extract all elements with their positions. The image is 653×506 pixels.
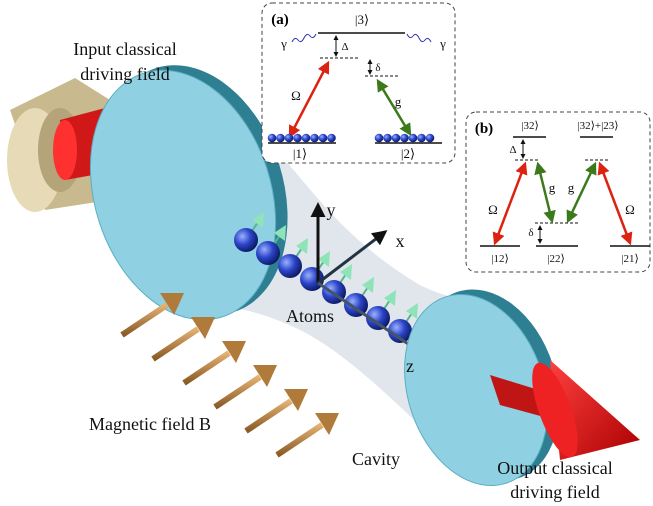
atom	[301, 133, 311, 143]
atom	[293, 133, 302, 143]
axis-label: y	[327, 200, 336, 220]
magnetic-arrows	[120, 293, 339, 458]
symbol: δ	[375, 62, 380, 74]
output-head-base	[532, 362, 578, 458]
symbol: g	[395, 94, 402, 109]
symbol: Ω	[488, 202, 498, 217]
pump-arrow	[597, 161, 633, 246]
label: Output classical	[497, 458, 612, 478]
label: driving field	[510, 482, 599, 502]
b-arrow-shaft	[275, 422, 324, 458]
decay	[406, 33, 432, 43]
mirror-face	[89, 69, 277, 321]
panel-b: (b) |32⟩ |32⟩+|23⟩ Δ δ Ω g g Ω |12⟩ |22⟩…	[465, 111, 651, 273]
symbol: γ	[439, 36, 446, 51]
atom	[417, 133, 426, 143]
atom	[388, 319, 412, 343]
spin-arrow-head	[274, 225, 286, 241]
spin-arrow-head	[252, 212, 264, 228]
pump-arrow	[288, 60, 330, 139]
atom	[391, 133, 401, 143]
atom	[400, 133, 409, 143]
b-arrow-shaft	[213, 374, 262, 410]
b-arrow-head	[315, 413, 339, 435]
coupling-arrow	[376, 78, 412, 137]
atom	[256, 241, 280, 265]
pump-arrow	[492, 161, 528, 246]
output-beam	[490, 360, 640, 460]
state-label: |3⟩	[355, 12, 369, 27]
panel-frame	[465, 111, 651, 273]
atom	[234, 228, 258, 252]
atom	[327, 133, 336, 143]
axis-label: x	[396, 231, 405, 251]
symbol: Δ	[509, 144, 516, 156]
input-beam-face	[53, 120, 77, 180]
panel-a: (a) |3⟩ Δ δ γ γ Ω g |1⟩ |2⟩	[261, 2, 456, 164]
decay	[291, 33, 317, 43]
coupling-arrow	[534, 161, 556, 224]
symbol: δ	[528, 227, 533, 239]
coupling-arrow	[566, 161, 597, 224]
atom	[374, 133, 384, 143]
symbol: g	[568, 180, 575, 195]
symbol: Δ	[341, 41, 348, 53]
state-label: |12⟩	[491, 253, 509, 265]
b-arrow-head	[253, 365, 277, 387]
state-label: |22⟩	[547, 253, 565, 265]
spin-arrow-head	[406, 303, 418, 319]
panel-tag: (a)	[271, 12, 289, 28]
atom	[318, 133, 328, 143]
atom	[366, 306, 390, 330]
symbol: g	[549, 180, 556, 195]
input-source	[7, 78, 110, 212]
symbol: Ω	[625, 202, 635, 217]
label: driving field	[80, 64, 169, 84]
b-arrow-shaft	[120, 302, 169, 338]
b-arrow-head	[191, 317, 215, 339]
atom	[278, 254, 302, 278]
atom	[408, 133, 418, 143]
b-arrow-shaft	[182, 350, 231, 386]
state-label: |2⟩	[401, 146, 415, 161]
b-arrow-shaft	[151, 326, 200, 362]
label: Input classical	[73, 39, 176, 59]
symbol: γ	[280, 36, 287, 51]
ground-atoms	[267, 133, 435, 143]
state-label: |32⟩+|23⟩	[577, 120, 618, 132]
atom	[425, 133, 435, 143]
b-arrow-head	[284, 389, 308, 411]
spin-arrow-head	[340, 264, 352, 280]
state-label: |21⟩	[621, 253, 639, 265]
x-axis	[317, 230, 388, 285]
atom	[383, 133, 392, 143]
atom	[267, 133, 277, 143]
spin-arrow-head	[318, 251, 330, 267]
panel-tag: (b)	[475, 121, 493, 137]
state-label: |1⟩	[293, 146, 307, 161]
state-label: |32⟩	[521, 120, 539, 132]
z-axis	[317, 281, 423, 354]
atom	[310, 133, 319, 143]
b-arrow-head	[160, 293, 184, 315]
spin-arrow-head	[384, 290, 396, 306]
label: Atoms	[286, 306, 334, 326]
symbol: Ω	[291, 88, 301, 103]
atom	[284, 133, 294, 143]
b-arrow-head	[222, 341, 246, 363]
axis-label: z	[406, 356, 414, 376]
right-mirror	[404, 289, 560, 487]
label: Cavity	[352, 449, 400, 469]
atom	[300, 267, 324, 291]
spin-arrow-head	[296, 238, 308, 254]
label: Magnetic field B	[89, 414, 211, 434]
left-mirror	[89, 65, 288, 321]
spin-arrow-head	[362, 277, 374, 293]
atom-chain	[234, 212, 418, 343]
axes	[310, 202, 423, 354]
atom	[276, 133, 285, 143]
b-arrow-shaft	[244, 398, 293, 434]
